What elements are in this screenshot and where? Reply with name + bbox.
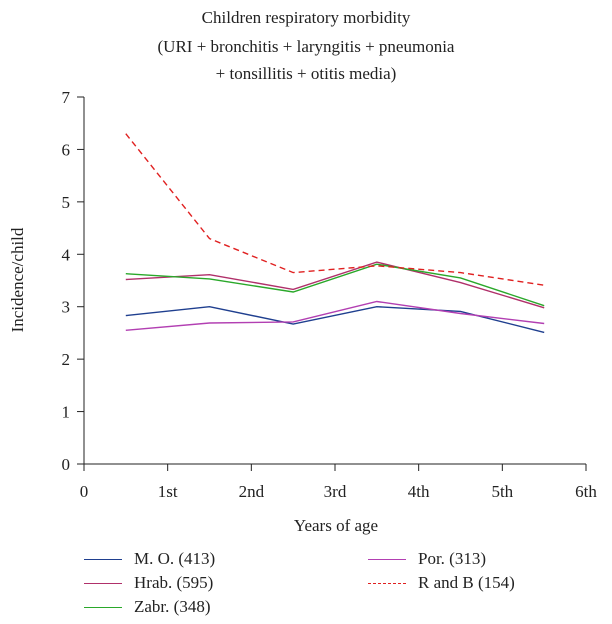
series-line-3 bbox=[125, 300, 545, 331]
legend-item: Zabr. (348) bbox=[84, 596, 210, 618]
y-tick-label-3: 3 bbox=[62, 298, 71, 317]
y-tick-label-0: 0 bbox=[62, 455, 71, 474]
chart-subtitle-line-1: (URI + bronchitis + laryngitis + pneumon… bbox=[157, 37, 455, 56]
legend-swatch bbox=[368, 558, 406, 560]
series-line-2 bbox=[125, 263, 545, 307]
x-tick-label-0: 0 bbox=[80, 482, 89, 501]
y-tick-label-6: 6 bbox=[62, 140, 71, 159]
y-axis-label: Incidence/child bbox=[8, 227, 27, 333]
x-tick-label-2: 2nd bbox=[239, 482, 265, 501]
legend-item: Por. (313) bbox=[368, 548, 486, 570]
legend-label: Zabr. (348) bbox=[134, 597, 211, 616]
legend-item: M. O. (413) bbox=[84, 548, 215, 570]
legend-swatch bbox=[368, 582, 406, 584]
legend-label: Hrab. (595) bbox=[134, 573, 214, 592]
line-chart: 0 1 2 3 4 5 6 7 0 1st 2nd 3rd 4th 5th 6th bbox=[62, 88, 598, 501]
chart-title: Children respiratory morbidity bbox=[201, 8, 411, 27]
chart-legend: M. O. (413) Hrab. (595) Zabr. (348) Por. (3… bbox=[84, 548, 584, 624]
x-tick-label-3: 3rd bbox=[324, 482, 347, 501]
y-tick-label-5: 5 bbox=[62, 193, 71, 212]
y-tick-label-1: 1 bbox=[62, 403, 71, 422]
legend-label: Por. (313) bbox=[418, 549, 486, 568]
legend-label: M. O. (413) bbox=[134, 549, 216, 568]
y-tick-label-7: 7 bbox=[62, 88, 71, 107]
chart-subtitle-line-2: + tonsillitis + otitis media) bbox=[215, 64, 397, 83]
series-line-1 bbox=[125, 261, 545, 309]
legend-item: R and B (154) bbox=[368, 572, 515, 594]
x-tick-label-4: 4th bbox=[408, 482, 430, 501]
legend-item: Hrab. (595) bbox=[84, 572, 213, 594]
x-axis-label: Years of age bbox=[293, 516, 379, 535]
legend-swatch bbox=[84, 582, 122, 584]
legend-label: R and B (154) bbox=[418, 573, 515, 592]
legend-swatch bbox=[84, 558, 122, 560]
x-tick-label-5: 5th bbox=[491, 482, 513, 501]
series-line-4 bbox=[125, 133, 545, 286]
legend-swatch bbox=[84, 606, 122, 608]
x-tick-label-1: 1st bbox=[158, 482, 178, 501]
series-line-0 bbox=[125, 305, 545, 334]
x-tick-label-6: 6th bbox=[575, 482, 597, 501]
y-tick-label-4: 4 bbox=[62, 245, 71, 264]
y-tick-label-2: 2 bbox=[62, 350, 71, 369]
